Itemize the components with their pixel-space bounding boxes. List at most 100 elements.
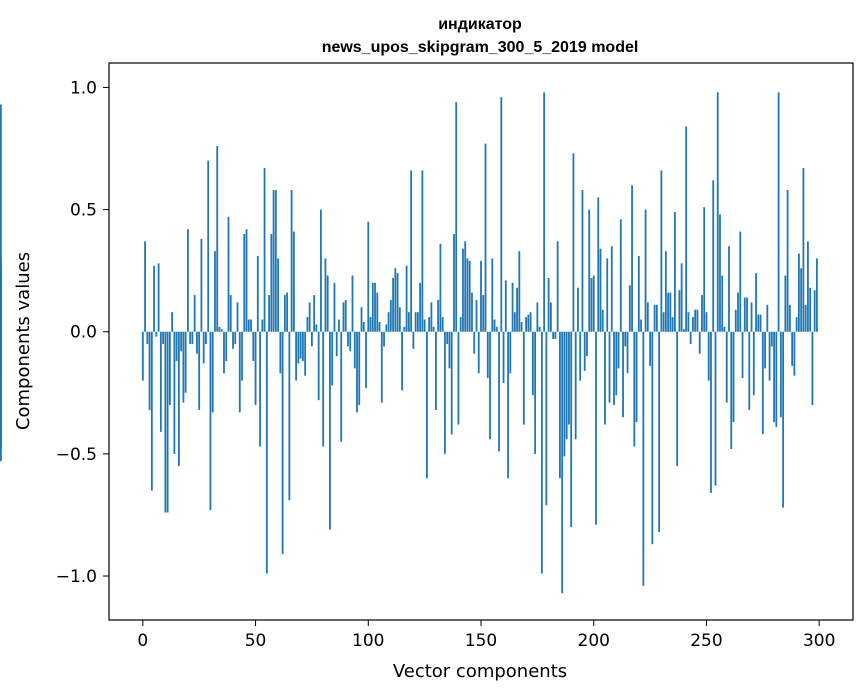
bar	[159, 331, 162, 432]
bar	[707, 331, 710, 381]
bar	[563, 331, 566, 457]
y-tick-label: 1.0	[70, 78, 97, 98]
bar	[797, 253, 800, 332]
bar	[187, 229, 189, 332]
x-tick-label: 250	[690, 631, 722, 651]
x-tick-label: 100	[352, 631, 384, 651]
bar	[570, 331, 573, 528]
bar	[782, 331, 785, 508]
bar	[153, 265, 155, 332]
bar-series	[0, 92, 818, 594]
x-tick-label: 300	[803, 631, 835, 651]
bar	[164, 331, 167, 513]
bar	[800, 268, 803, 332]
x-axis-label: Vector components	[393, 661, 567, 682]
bar	[220, 329, 223, 332]
bar	[775, 331, 778, 428]
bar	[256, 256, 259, 332]
bar	[455, 102, 458, 332]
bar	[640, 319, 642, 332]
bar	[610, 246, 613, 332]
x-tick-label: 200	[578, 631, 610, 651]
bar	[209, 331, 212, 511]
bar	[218, 326, 221, 332]
bar	[601, 309, 604, 332]
bar	[565, 331, 568, 440]
bar	[283, 295, 286, 332]
bar	[757, 314, 760, 332]
bar	[669, 292, 672, 332]
bar	[597, 197, 600, 332]
bar	[349, 331, 352, 352]
bar	[683, 329, 685, 332]
bar	[369, 317, 372, 332]
bar	[651, 331, 654, 545]
bar	[486, 331, 489, 379]
bar	[371, 282, 374, 332]
bar	[653, 304, 656, 332]
bar	[383, 331, 385, 347]
bar	[734, 309, 737, 332]
bar	[205, 331, 207, 344]
bar	[590, 277, 593, 332]
bar	[374, 282, 376, 332]
bar	[495, 326, 498, 332]
bar	[579, 331, 582, 381]
bar	[277, 258, 279, 332]
bar	[288, 331, 291, 501]
bar	[252, 331, 255, 362]
bar	[703, 207, 706, 332]
bar	[214, 251, 216, 332]
bar	[419, 282, 422, 332]
bar	[662, 312, 665, 332]
bar	[477, 331, 480, 374]
bar	[484, 143, 487, 332]
bar	[692, 317, 694, 332]
bar	[320, 209, 322, 332]
bar	[509, 331, 512, 374]
bar	[196, 331, 198, 354]
bar	[428, 317, 431, 332]
x-axis-ticks: 0 50 100 150 200 250 300	[137, 620, 835, 651]
bar	[141, 331, 144, 381]
bar	[414, 312, 417, 332]
bar	[604, 331, 606, 425]
bar	[786, 190, 789, 332]
bar	[405, 265, 408, 332]
bar	[184, 331, 187, 393]
bar	[680, 263, 683, 332]
chart-title-line1: индикатор	[438, 16, 522, 33]
bar	[274, 190, 277, 332]
bar	[728, 246, 730, 332]
bar	[752, 331, 755, 396]
bar	[367, 221, 370, 332]
bar	[721, 275, 724, 332]
bar	[191, 331, 194, 344]
y-tick-label: −0.5	[56, 445, 97, 465]
bar	[809, 287, 812, 332]
bar	[301, 331, 304, 362]
bar	[295, 331, 298, 381]
bar	[473, 331, 476, 354]
bar	[223, 331, 225, 374]
bar	[750, 302, 753, 332]
bar	[0, 104, 2, 332]
bar	[450, 331, 453, 435]
bar	[466, 258, 469, 332]
bar	[712, 180, 715, 332]
bar	[376, 292, 379, 332]
bar	[743, 297, 746, 332]
bar	[626, 331, 629, 374]
bar	[773, 331, 775, 423]
bar	[572, 153, 575, 332]
bar	[439, 243, 442, 332]
bar	[649, 331, 651, 366]
bar	[673, 212, 676, 332]
bar	[247, 319, 250, 332]
bar	[543, 92, 546, 332]
bar	[171, 312, 174, 332]
bar	[0, 331, 2, 462]
bar	[595, 331, 597, 525]
bar	[628, 285, 631, 332]
bar	[737, 292, 739, 332]
